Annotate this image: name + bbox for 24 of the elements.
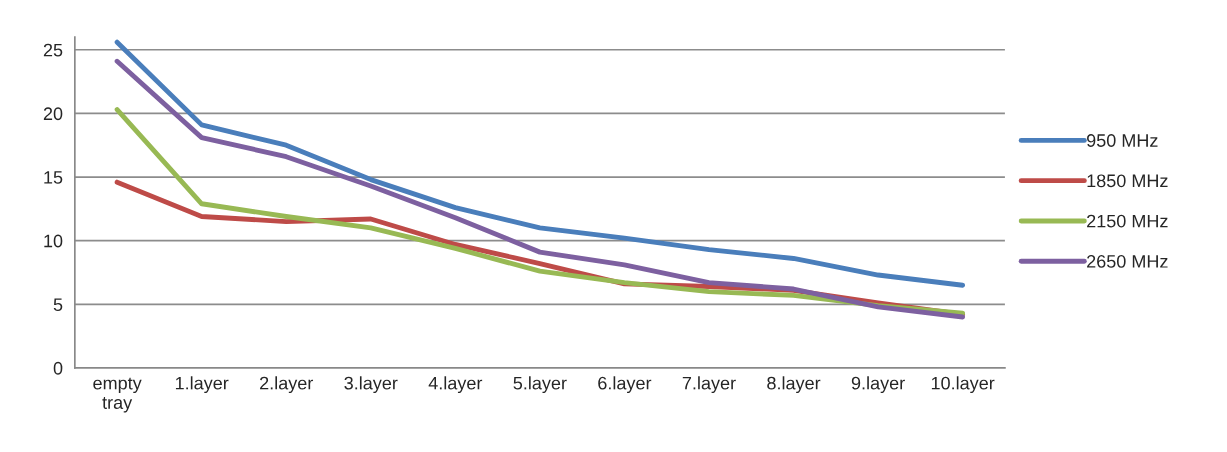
legend-label: 2650 MHz [1087,255,1168,268]
y-tick-label: 15 [44,171,63,184]
y-tick-label: 20 [43,107,63,121]
line-series [114,58,966,320]
y-tick-label: 10 [44,234,63,248]
x-tick-label: 5.layer [513,376,567,394]
x-tick-label: 7.layer [682,376,736,394]
x-tick-label: 10.layer [931,376,995,394]
x-tick-label: 2.layer [260,376,314,394]
x-tick-label: 8.layer [767,376,821,394]
y-tick-label: 25 [43,43,63,57]
x-tick-label: 1.layer [175,376,229,394]
line-series [114,39,966,288]
y-tick-label: 5 [53,298,63,312]
line-series [114,107,966,316]
legend-label: 1850 MHz [1087,174,1168,188]
x-tick-label: 3.layer [344,376,398,394]
legend-label: 2150 MHz [1087,214,1168,228]
x-tick-label: 9.layer [851,376,905,394]
x-tick-label: 6.layer [598,376,652,394]
x-tick-label: 4.layer [428,376,483,394]
legend-label: 950 MHz [1087,134,1158,147]
x-tick-label: empty tray [93,377,142,413]
y-tick-label: 0 [53,361,63,375]
